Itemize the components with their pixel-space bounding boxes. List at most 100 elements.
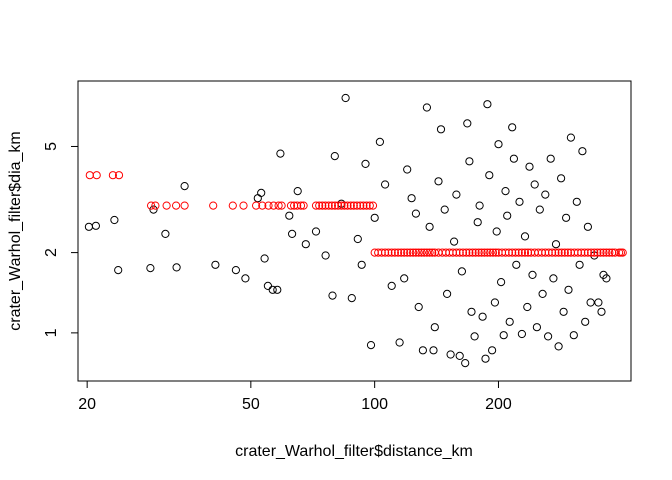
data-point [149, 205, 158, 214]
data-point [288, 229, 297, 238]
data-point [253, 194, 262, 203]
data-point [366, 341, 376, 350]
data-point [473, 218, 482, 227]
data-point [428, 248, 437, 257]
data-point [321, 201, 330, 210]
data-point [480, 248, 489, 257]
data-point [546, 154, 555, 163]
data-point [274, 201, 283, 210]
data-point [114, 171, 124, 180]
data-point [403, 248, 412, 257]
data-point [523, 302, 532, 312]
data-point [563, 248, 573, 257]
data-point [273, 285, 282, 294]
x-tick-label: 100 [361, 396, 388, 413]
data-point [452, 248, 461, 257]
data-point [277, 201, 286, 210]
x-tick-label: 50 [242, 396, 260, 413]
data-point [180, 182, 189, 191]
data-point [458, 248, 468, 257]
data-point [180, 201, 189, 210]
data-point [422, 103, 431, 112]
data-point [475, 201, 484, 210]
data-point [465, 248, 474, 257]
data-point [528, 270, 537, 279]
data-point [425, 222, 434, 231]
data-point [264, 201, 273, 210]
x-tick-label: 20 [78, 396, 96, 413]
data-point [477, 248, 486, 257]
data-point [286, 201, 296, 210]
data-point [400, 274, 409, 283]
data-point [257, 188, 266, 197]
data-point [84, 222, 94, 231]
data-point [359, 201, 368, 210]
data-point [211, 260, 220, 269]
data-point [450, 237, 459, 246]
data-point [468, 248, 477, 257]
data-point [544, 332, 553, 341]
y-axis-title: crater_Warhol_filter$dia_km [7, 131, 24, 330]
data-point [488, 346, 497, 355]
data-point [452, 190, 461, 199]
data-point [504, 248, 513, 257]
data-point [573, 248, 583, 257]
data-point [365, 201, 374, 210]
data-point [361, 159, 370, 168]
data-point [467, 307, 476, 316]
data-point [462, 248, 471, 257]
data-point [508, 123, 517, 132]
data-point [463, 119, 472, 128]
data-point [395, 338, 404, 347]
data-point [147, 201, 156, 210]
data-point [478, 312, 487, 321]
data-point [517, 248, 527, 257]
data-point [209, 201, 218, 210]
data-point [268, 285, 277, 294]
data-point [530, 180, 539, 189]
data-point [231, 266, 240, 275]
data-point [269, 201, 278, 210]
data-point [483, 248, 492, 257]
data-point [551, 240, 561, 249]
data-point [562, 213, 571, 222]
data-point [597, 307, 606, 316]
data-point [407, 194, 416, 203]
data-point [370, 213, 379, 222]
data-point [599, 248, 608, 257]
data-point [377, 248, 386, 257]
data-point [618, 248, 627, 257]
data-point [260, 254, 269, 263]
data-point [311, 227, 321, 236]
data-point [411, 209, 420, 218]
data-point [596, 248, 605, 257]
data-point [430, 323, 439, 332]
x-tick-label: 200 [485, 396, 512, 413]
data-point [384, 248, 393, 257]
data-point [397, 248, 406, 257]
data-point [554, 248, 563, 257]
data-point [586, 298, 595, 307]
data-point [375, 137, 384, 146]
data-point [525, 162, 534, 171]
data-point [172, 263, 181, 272]
data-point [440, 205, 449, 214]
data-point [517, 329, 527, 339]
y-tick-label: 2 [43, 248, 60, 257]
y-tick-label: 5 [43, 142, 60, 151]
data-point [285, 211, 294, 220]
data-point [548, 248, 557, 257]
data-point [409, 248, 418, 257]
data-point [436, 125, 446, 134]
plot-frame [77, 80, 632, 382]
data-point [337, 201, 346, 210]
data-point [485, 171, 494, 180]
data-point [403, 165, 412, 174]
data-point [470, 332, 479, 341]
data-point [515, 197, 524, 206]
data-point [368, 201, 378, 210]
data-point [108, 171, 118, 180]
data-point [593, 248, 602, 257]
data-point [330, 152, 339, 161]
